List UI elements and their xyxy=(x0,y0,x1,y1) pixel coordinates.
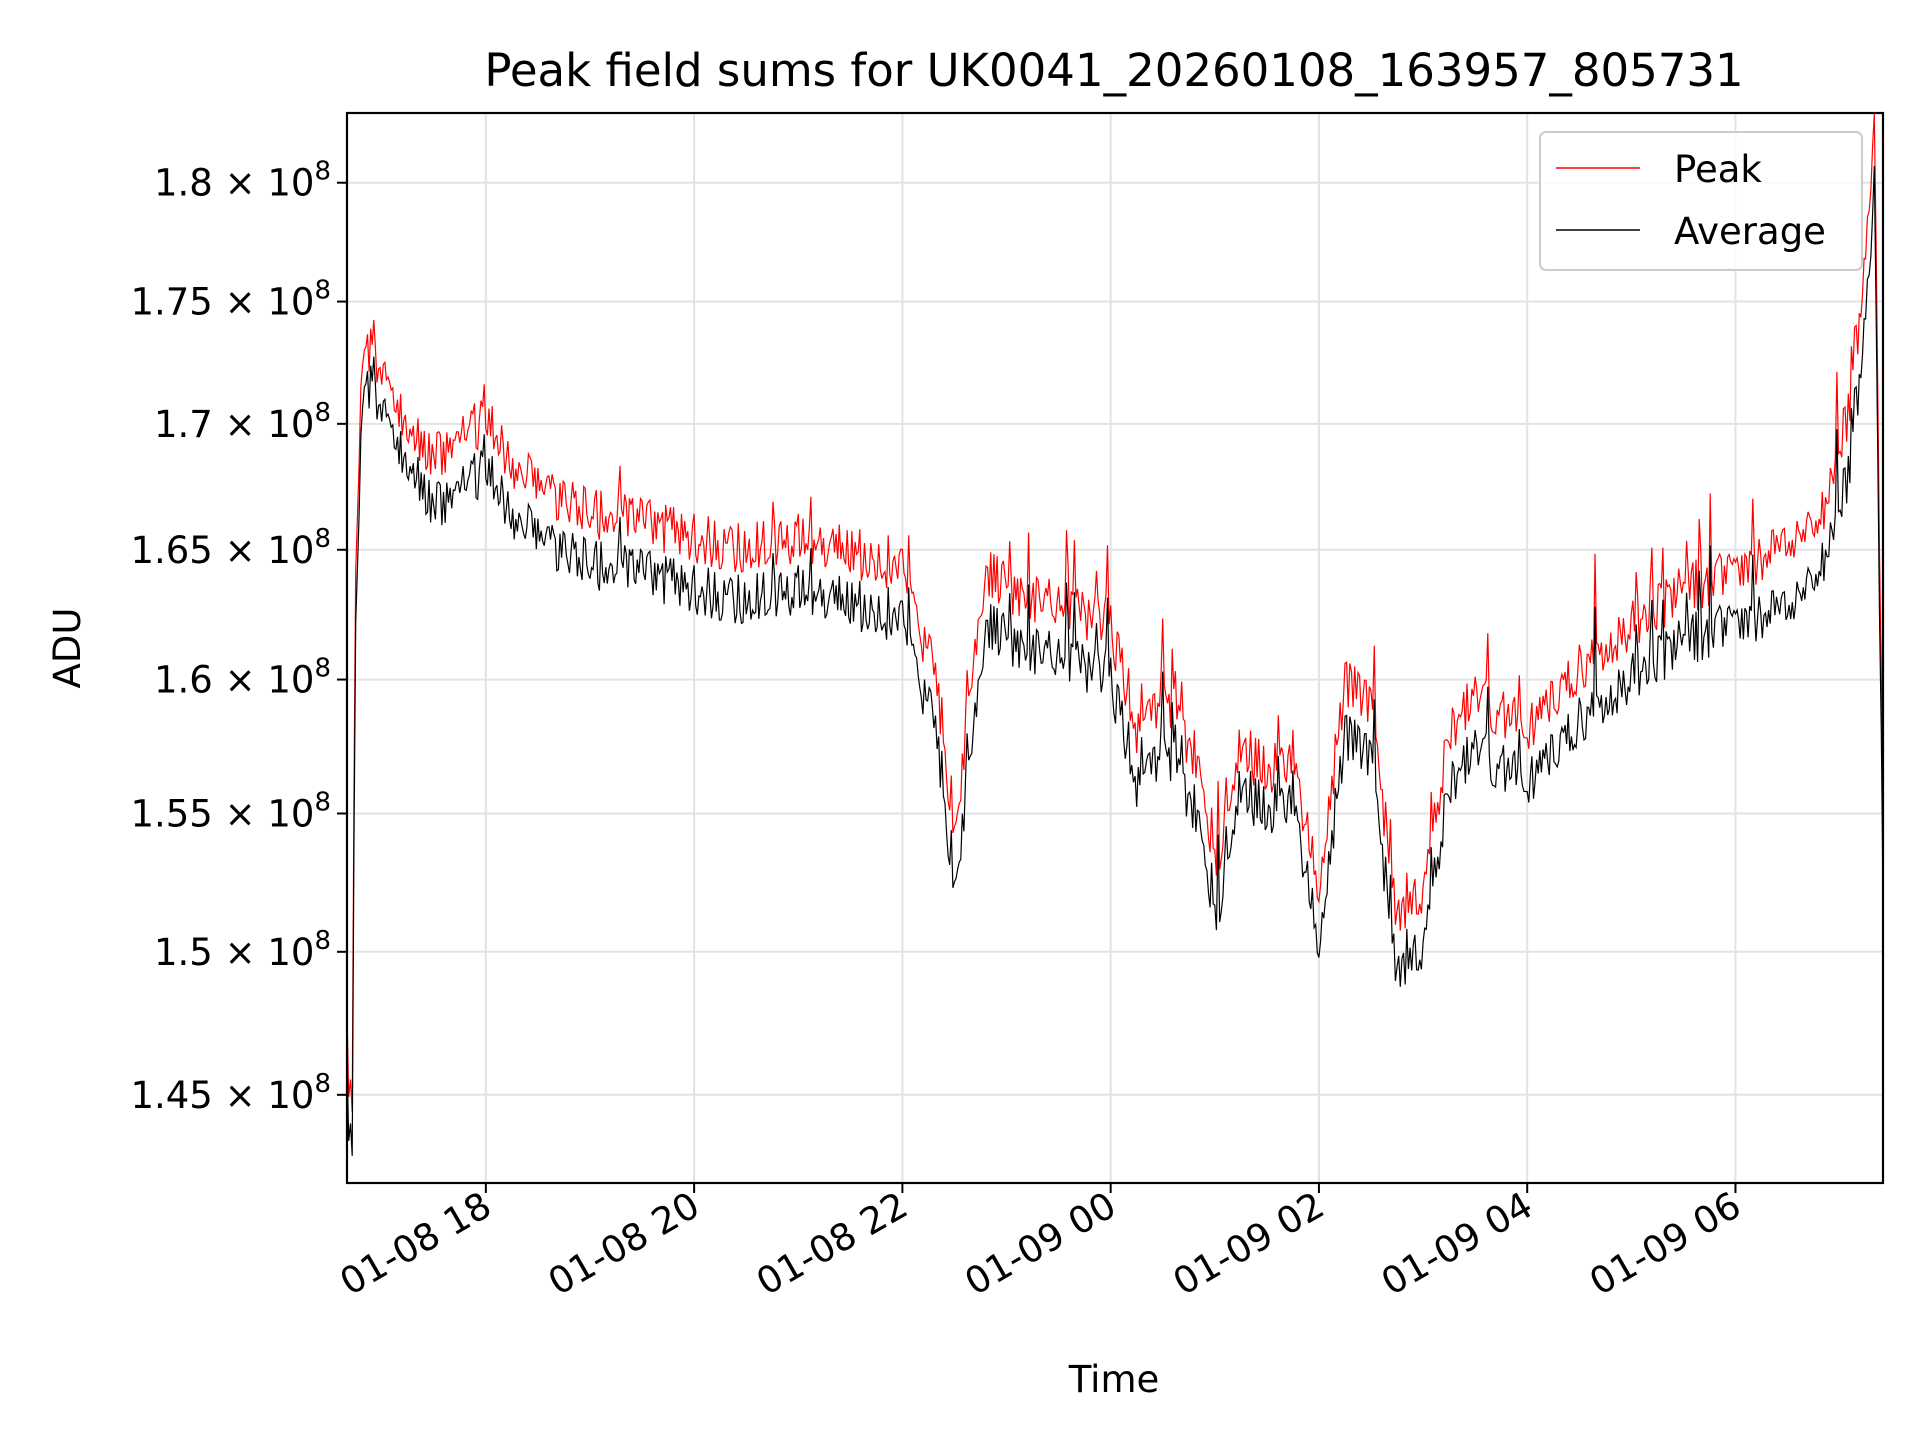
y-tick-mantissa: 1.55 xyxy=(130,792,212,835)
y-tick-times: × 10 xyxy=(213,529,315,572)
y-tick-mantissa: 1.75 xyxy=(130,281,212,324)
y-tick-label: 1.45 × 108 xyxy=(130,1069,331,1117)
y-tick-exponent: 8 xyxy=(314,926,331,956)
y-tick-times: × 10 xyxy=(213,403,315,446)
y-tick-exponent: 8 xyxy=(314,1069,331,1099)
y-tick-mantissa: 1.7 xyxy=(154,403,213,446)
y-tick-label: 1.75 × 108 xyxy=(130,276,331,324)
y-tick-exponent: 8 xyxy=(314,276,331,306)
grid xyxy=(347,113,1883,1183)
y-tick-times: × 10 xyxy=(213,1074,315,1117)
y-tick-mantissa: 1.5 xyxy=(154,931,213,974)
y-tick-times: × 10 xyxy=(213,281,315,324)
y-tick-label: 1.5 × 108 xyxy=(154,926,331,974)
series-average-line xyxy=(346,165,1884,1156)
y-tick-exponent: 8 xyxy=(314,524,331,554)
y-tick-mantissa: 1.45 xyxy=(130,1074,212,1117)
series-peak-line xyxy=(346,113,1884,1112)
y-tick-times: × 10 xyxy=(213,162,315,205)
legend: Peak Average xyxy=(1539,131,1863,271)
y-tick-times: × 10 xyxy=(213,792,315,835)
plot-area xyxy=(346,113,1884,1156)
legend-box xyxy=(1539,131,1863,271)
legend-label-peak: Peak xyxy=(1674,148,1762,191)
y-axis-label: ADU xyxy=(46,608,89,689)
plot-frame xyxy=(345,111,1885,1185)
y-tick-mantissa: 1.65 xyxy=(130,529,212,572)
y-tick-exponent: 8 xyxy=(314,654,331,684)
y-tick-label: 1.8 × 108 xyxy=(154,157,331,205)
y-tick-times: × 10 xyxy=(213,931,315,974)
y-tick-exponent: 8 xyxy=(314,787,331,817)
y-tick-exponent: 8 xyxy=(314,398,331,428)
chart-title: Peak field sums for UK0041_20260108_1639… xyxy=(484,44,1743,97)
y-tick-times: × 10 xyxy=(213,659,315,702)
x-axis-label: Time xyxy=(1068,1358,1160,1401)
y-tick-label: 1.7 × 108 xyxy=(154,398,331,446)
y-tick-label: 1.6 × 108 xyxy=(154,654,331,702)
legend-label-average: Average xyxy=(1674,210,1826,253)
y-tick-label: 1.55 × 108 xyxy=(130,787,331,835)
y-tick-mantissa: 1.8 xyxy=(154,162,213,205)
y-tick-mantissa: 1.6 xyxy=(154,659,213,702)
y-tick-label: 1.65 × 108 xyxy=(130,524,331,572)
y-tick-exponent: 8 xyxy=(314,157,331,187)
